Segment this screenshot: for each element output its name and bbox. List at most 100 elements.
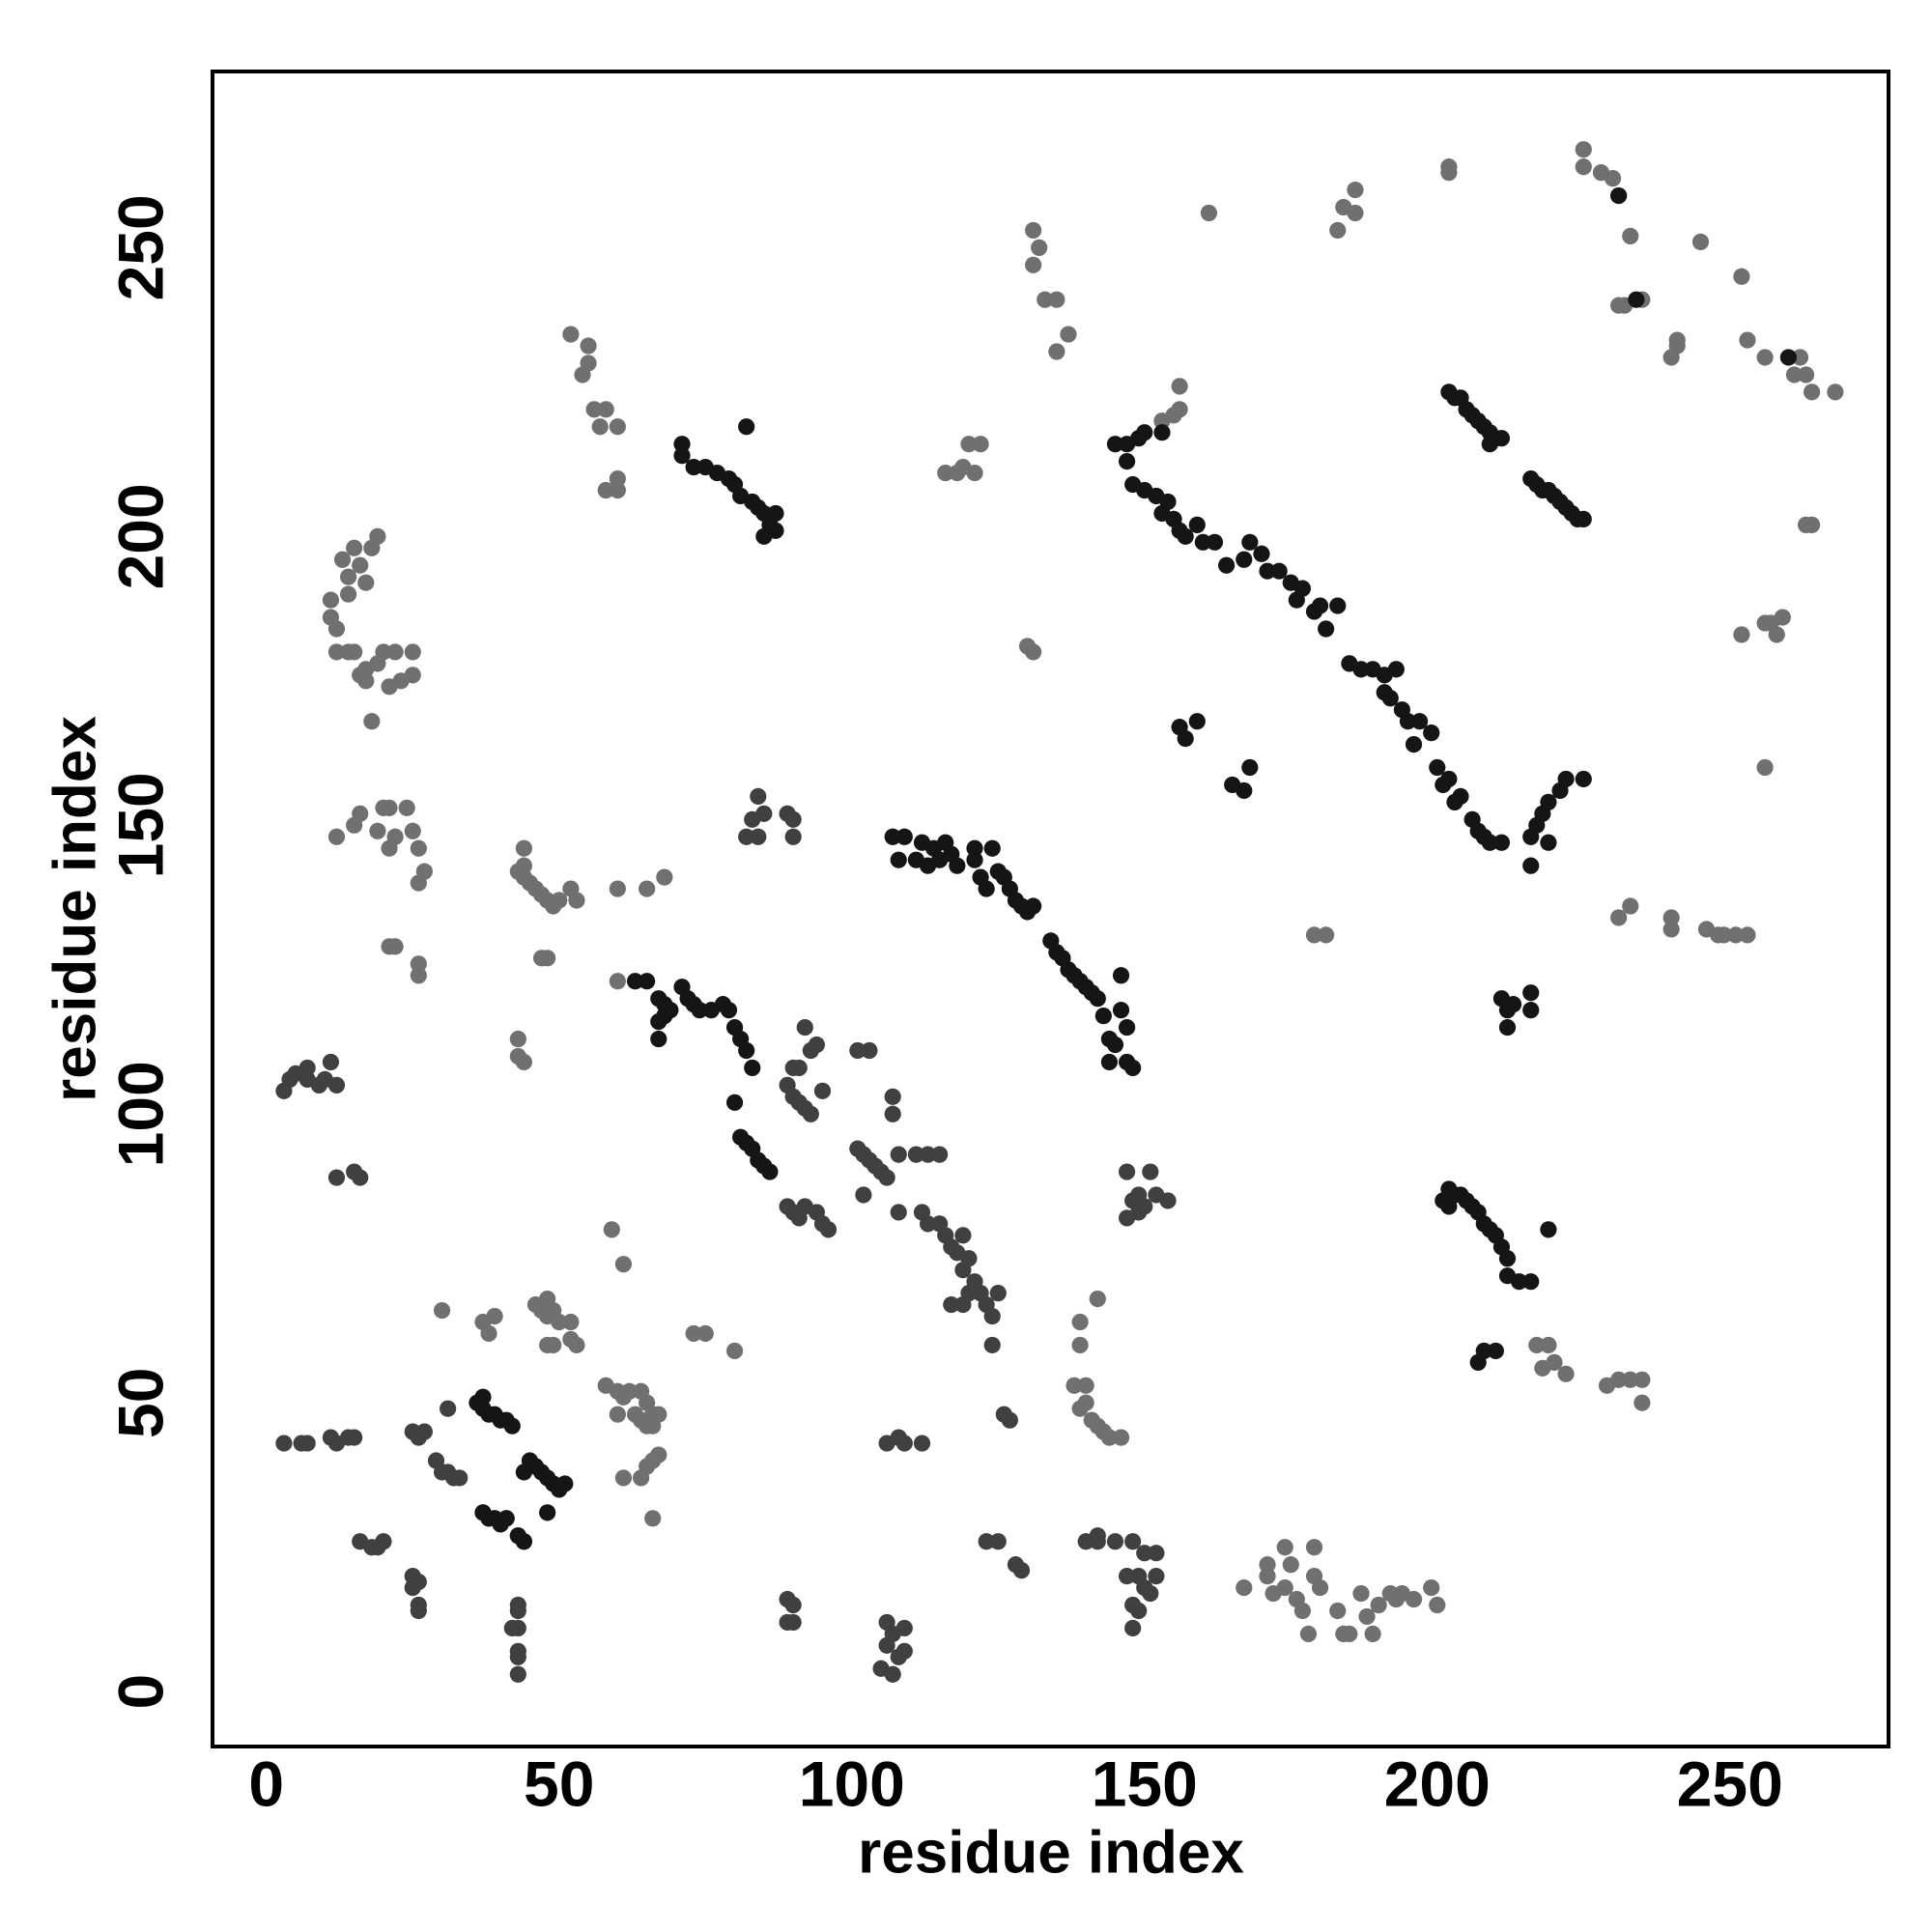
point <box>509 1602 526 1620</box>
point <box>1236 781 1253 800</box>
point <box>339 585 357 603</box>
point <box>696 1324 714 1343</box>
point <box>1177 730 1194 748</box>
point <box>1423 724 1440 742</box>
point <box>1575 158 1592 176</box>
point <box>1423 1578 1440 1597</box>
point <box>1341 1625 1358 1643</box>
point <box>1177 527 1194 545</box>
point <box>1299 1625 1318 1643</box>
point <box>1188 516 1206 533</box>
x-tick-label: 150 <box>1092 1747 1198 1819</box>
point <box>503 1417 521 1435</box>
point <box>509 1648 526 1665</box>
point <box>1071 1313 1089 1331</box>
point <box>673 436 691 453</box>
point <box>1622 1371 1639 1388</box>
point <box>1305 1539 1323 1556</box>
point <box>1739 926 1756 944</box>
point <box>878 1169 895 1186</box>
x-axis-title: residue index <box>858 1819 1244 1886</box>
point <box>1142 1163 1159 1180</box>
y-tick-label: 0 <box>104 1674 176 1710</box>
point <box>1475 1342 1492 1360</box>
point <box>1575 141 1592 158</box>
point <box>1546 1353 1563 1371</box>
point <box>1358 1607 1376 1626</box>
point <box>1071 1336 1089 1354</box>
point <box>515 857 532 874</box>
point <box>966 851 983 868</box>
point <box>673 447 691 465</box>
point <box>949 857 966 874</box>
point <box>1218 556 1236 574</box>
point <box>327 1076 346 1094</box>
point <box>609 880 626 897</box>
point <box>357 672 375 690</box>
point <box>404 822 421 839</box>
point <box>1347 181 1364 199</box>
point <box>813 1082 832 1099</box>
point <box>1077 1377 1094 1394</box>
point <box>404 667 421 684</box>
point <box>1311 1578 1329 1597</box>
point <box>767 504 784 523</box>
point <box>1622 227 1639 245</box>
point <box>895 1619 913 1637</box>
point <box>1481 834 1498 851</box>
point <box>609 973 626 990</box>
point <box>503 1619 521 1637</box>
point <box>410 967 427 984</box>
point <box>1171 401 1188 418</box>
point <box>1025 643 1042 661</box>
point <box>1118 1163 1136 1180</box>
point <box>1241 533 1259 551</box>
point <box>1440 164 1458 182</box>
point <box>738 1041 755 1060</box>
point <box>796 1018 813 1037</box>
point <box>1318 926 1335 944</box>
point <box>1012 1562 1031 1579</box>
point <box>895 1642 913 1660</box>
y-tick-label: 150 <box>104 772 176 878</box>
point <box>562 1313 580 1331</box>
point <box>603 1221 620 1238</box>
point <box>346 539 363 556</box>
point <box>1112 967 1130 984</box>
point <box>1118 453 1136 470</box>
point <box>1329 221 1347 240</box>
point <box>1276 1539 1293 1556</box>
point <box>738 828 755 845</box>
point <box>440 1400 457 1417</box>
point <box>907 1146 925 1163</box>
point <box>1352 1584 1370 1603</box>
point <box>357 574 375 591</box>
point <box>568 892 585 909</box>
point <box>1622 897 1639 915</box>
point <box>978 1533 995 1550</box>
point <box>591 418 609 436</box>
point <box>954 1227 972 1244</box>
point <box>486 1307 503 1325</box>
point <box>410 1602 427 1620</box>
point <box>884 1088 901 1105</box>
point <box>890 851 907 868</box>
x-tick-label: 0 <box>248 1747 284 1819</box>
point <box>1124 1059 1142 1077</box>
point <box>1405 735 1423 753</box>
point <box>1153 412 1171 430</box>
point <box>1037 291 1054 308</box>
point <box>1318 620 1335 638</box>
point <box>327 643 346 661</box>
point <box>983 1307 1001 1325</box>
y-tick-label: 50 <box>104 1368 176 1438</box>
point <box>989 1285 1007 1302</box>
point <box>1124 1619 1142 1637</box>
y-tick-label: 200 <box>104 483 176 589</box>
point <box>515 1053 532 1071</box>
point <box>1100 1053 1119 1071</box>
point <box>363 713 381 730</box>
point <box>1827 384 1844 401</box>
point <box>346 643 363 661</box>
point <box>989 1533 1007 1550</box>
